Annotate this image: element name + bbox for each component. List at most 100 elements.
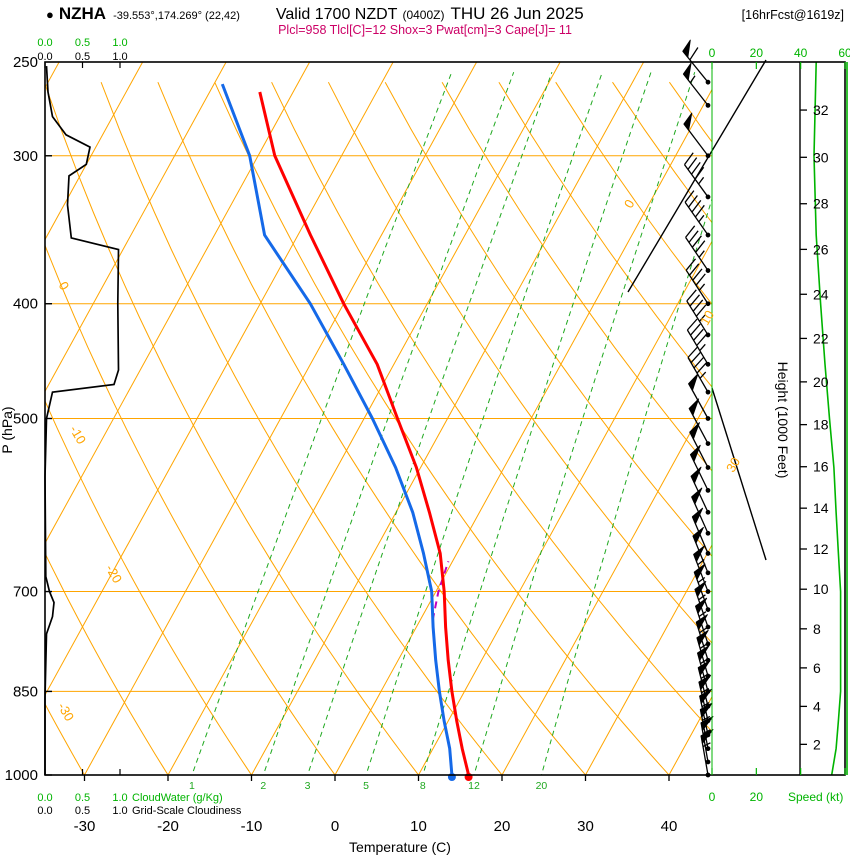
- wind-barb: [688, 373, 711, 421]
- speed-tick-label: 0: [709, 46, 716, 60]
- speed-tick-label: 20: [750, 46, 764, 60]
- cloudwater-scale-label: 0.5: [75, 37, 90, 49]
- dry-adiabat-line: [45, 82, 420, 775]
- height-tick-label: 10: [813, 581, 829, 597]
- stability-indices: Plcl=958 Tlcl[C]=12 Shox=3 Pwat[cm]=3 Ca…: [278, 23, 572, 37]
- isotherm-label: 30: [723, 455, 743, 475]
- cloudiness-scale-label: 0.0: [37, 51, 52, 63]
- parcel-curve: [431, 560, 450, 621]
- isotherm-line: [334, 88, 712, 775]
- height-tick-label: 30: [813, 149, 829, 165]
- dry-adiabat-line: [384, 81, 712, 558]
- dry-adiabat-line: [45, 702, 86, 775]
- mixing-ratio-label: 5: [363, 780, 369, 792]
- wind-barb: [686, 318, 711, 367]
- cloudwater-scale-label-bottom: 1.0: [112, 792, 127, 804]
- height-tick-label: 18: [813, 417, 829, 433]
- station-coords: -39.553°,174.269° (22,42): [113, 10, 240, 22]
- speed-bottom-tick-label: 20: [750, 790, 764, 804]
- wind-barb: [682, 62, 711, 108]
- dry-adiabat-line: [45, 552, 169, 775]
- station-bullet: ●: [46, 7, 54, 22]
- temperature-tick-label: 10: [410, 818, 427, 835]
- dry-adiabat-label: 0: [56, 279, 73, 293]
- height-tick-label: 16: [813, 459, 829, 475]
- height-tick-label: 8: [813, 621, 821, 637]
- mid-boundary-diagonal: [711, 387, 767, 561]
- temperature-tick-label: 20: [494, 818, 511, 835]
- height-tick-label: 24: [813, 286, 829, 302]
- speed-axis-title: Speed (kt): [788, 790, 843, 804]
- isotherm-label: 0: [621, 197, 638, 211]
- dry-adiabat-line: [45, 399, 253, 775]
- mixing-ratio-line: [191, 72, 453, 775]
- isotherm-line: [585, 543, 712, 775]
- height-tick-label: 28: [813, 196, 829, 212]
- wind-barb: [691, 507, 711, 556]
- height-tick-label: 12: [813, 541, 829, 557]
- mixing-ratio-label: 12: [468, 780, 480, 792]
- temperature-tick-label: 40: [661, 818, 678, 835]
- isotherm-line: [45, 62, 144, 241]
- mixing-ratio-label: 1: [189, 780, 195, 792]
- wind-barb: [685, 258, 711, 307]
- cloudwater-axis-title: CloudWater (g/Kg): [132, 792, 223, 804]
- dry-adiabat-label: -30: [55, 700, 77, 724]
- dry-adiabat-line: [157, 82, 587, 775]
- pressure-tick-label: 700: [13, 584, 38, 601]
- isotherm-line: [251, 62, 645, 775]
- wind-speed-profile: [813, 61, 842, 776]
- isotherm-line: [45, 62, 227, 393]
- mixing-ratio-label: 3: [305, 780, 311, 792]
- mixing-ratio-label: 2: [260, 780, 266, 792]
- temperature-axis-title: Temperature (C): [349, 839, 451, 855]
- cloudiness-scale-label: 0.5: [75, 51, 90, 63]
- pressure-tick-label: 500: [13, 411, 38, 428]
- valid-utc: (0400Z): [402, 8, 445, 22]
- height-tick-label: 32: [813, 102, 829, 118]
- station-id: NZHA: [58, 4, 107, 23]
- wind-barb-column: [682, 39, 714, 778]
- wind-barb: [691, 487, 711, 536]
- mixing-ratio-line: [365, 72, 603, 775]
- cloudwater-scale-label-bottom: 0.0: [37, 792, 52, 804]
- cloudiness-axis-title: Grid-Scale Cloudiness: [132, 805, 242, 817]
- wind-barb: [684, 190, 711, 238]
- mixing-ratio-label: 20: [536, 780, 548, 792]
- isotherm-label: 10: [697, 308, 717, 328]
- pressure-tick-label: 1000: [5, 767, 38, 784]
- isotherm-line: [45, 62, 394, 697]
- isotherm-line: [45, 62, 311, 545]
- dry-adiabat-line: [100, 82, 503, 775]
- pressure-axis-title: P (hPa): [0, 406, 15, 453]
- forecast-tag: [16hrFcst@1619z]: [741, 8, 844, 22]
- mixing-ratio-lines: [191, 72, 712, 775]
- cloudwater-scale-label: 0.0: [37, 37, 52, 49]
- cloudwater-scale-label: 1.0: [112, 37, 127, 49]
- height-tick-label: 26: [813, 241, 829, 257]
- height-tick-label: 20: [813, 374, 829, 390]
- pressure-tick-label: 850: [13, 683, 38, 700]
- height-tick-label: 4: [813, 698, 821, 714]
- speed-tick-label: 60: [838, 46, 850, 60]
- mixing-ratio-label: 8: [420, 780, 426, 792]
- temperature-tick-label: -30: [74, 818, 96, 835]
- dry-adiabat-line: [45, 243, 336, 775]
- isotherm-line: [418, 240, 712, 775]
- cloudiness-scale-label-bottom: 0.5: [75, 805, 90, 817]
- dry-adiabat-line: [271, 81, 712, 733]
- speed-tick-label: 40: [794, 46, 808, 60]
- isotherm-line: [84, 62, 478, 775]
- mixing-ratio-line: [473, 72, 696, 775]
- wind-barb: [686, 289, 711, 338]
- temperature-tick-label: 0: [331, 818, 339, 835]
- height-axis-title: Height (1000 Feet): [775, 362, 791, 479]
- wind-barb: [683, 112, 711, 159]
- cloudiness-scale-label-bottom: 1.0: [112, 805, 127, 817]
- wind-barb: [683, 152, 711, 200]
- valid-date: THU 26 Jun 2025: [450, 4, 584, 23]
- pressure-tick-label: 400: [13, 296, 38, 313]
- pressure-tick-label: 250: [13, 54, 38, 71]
